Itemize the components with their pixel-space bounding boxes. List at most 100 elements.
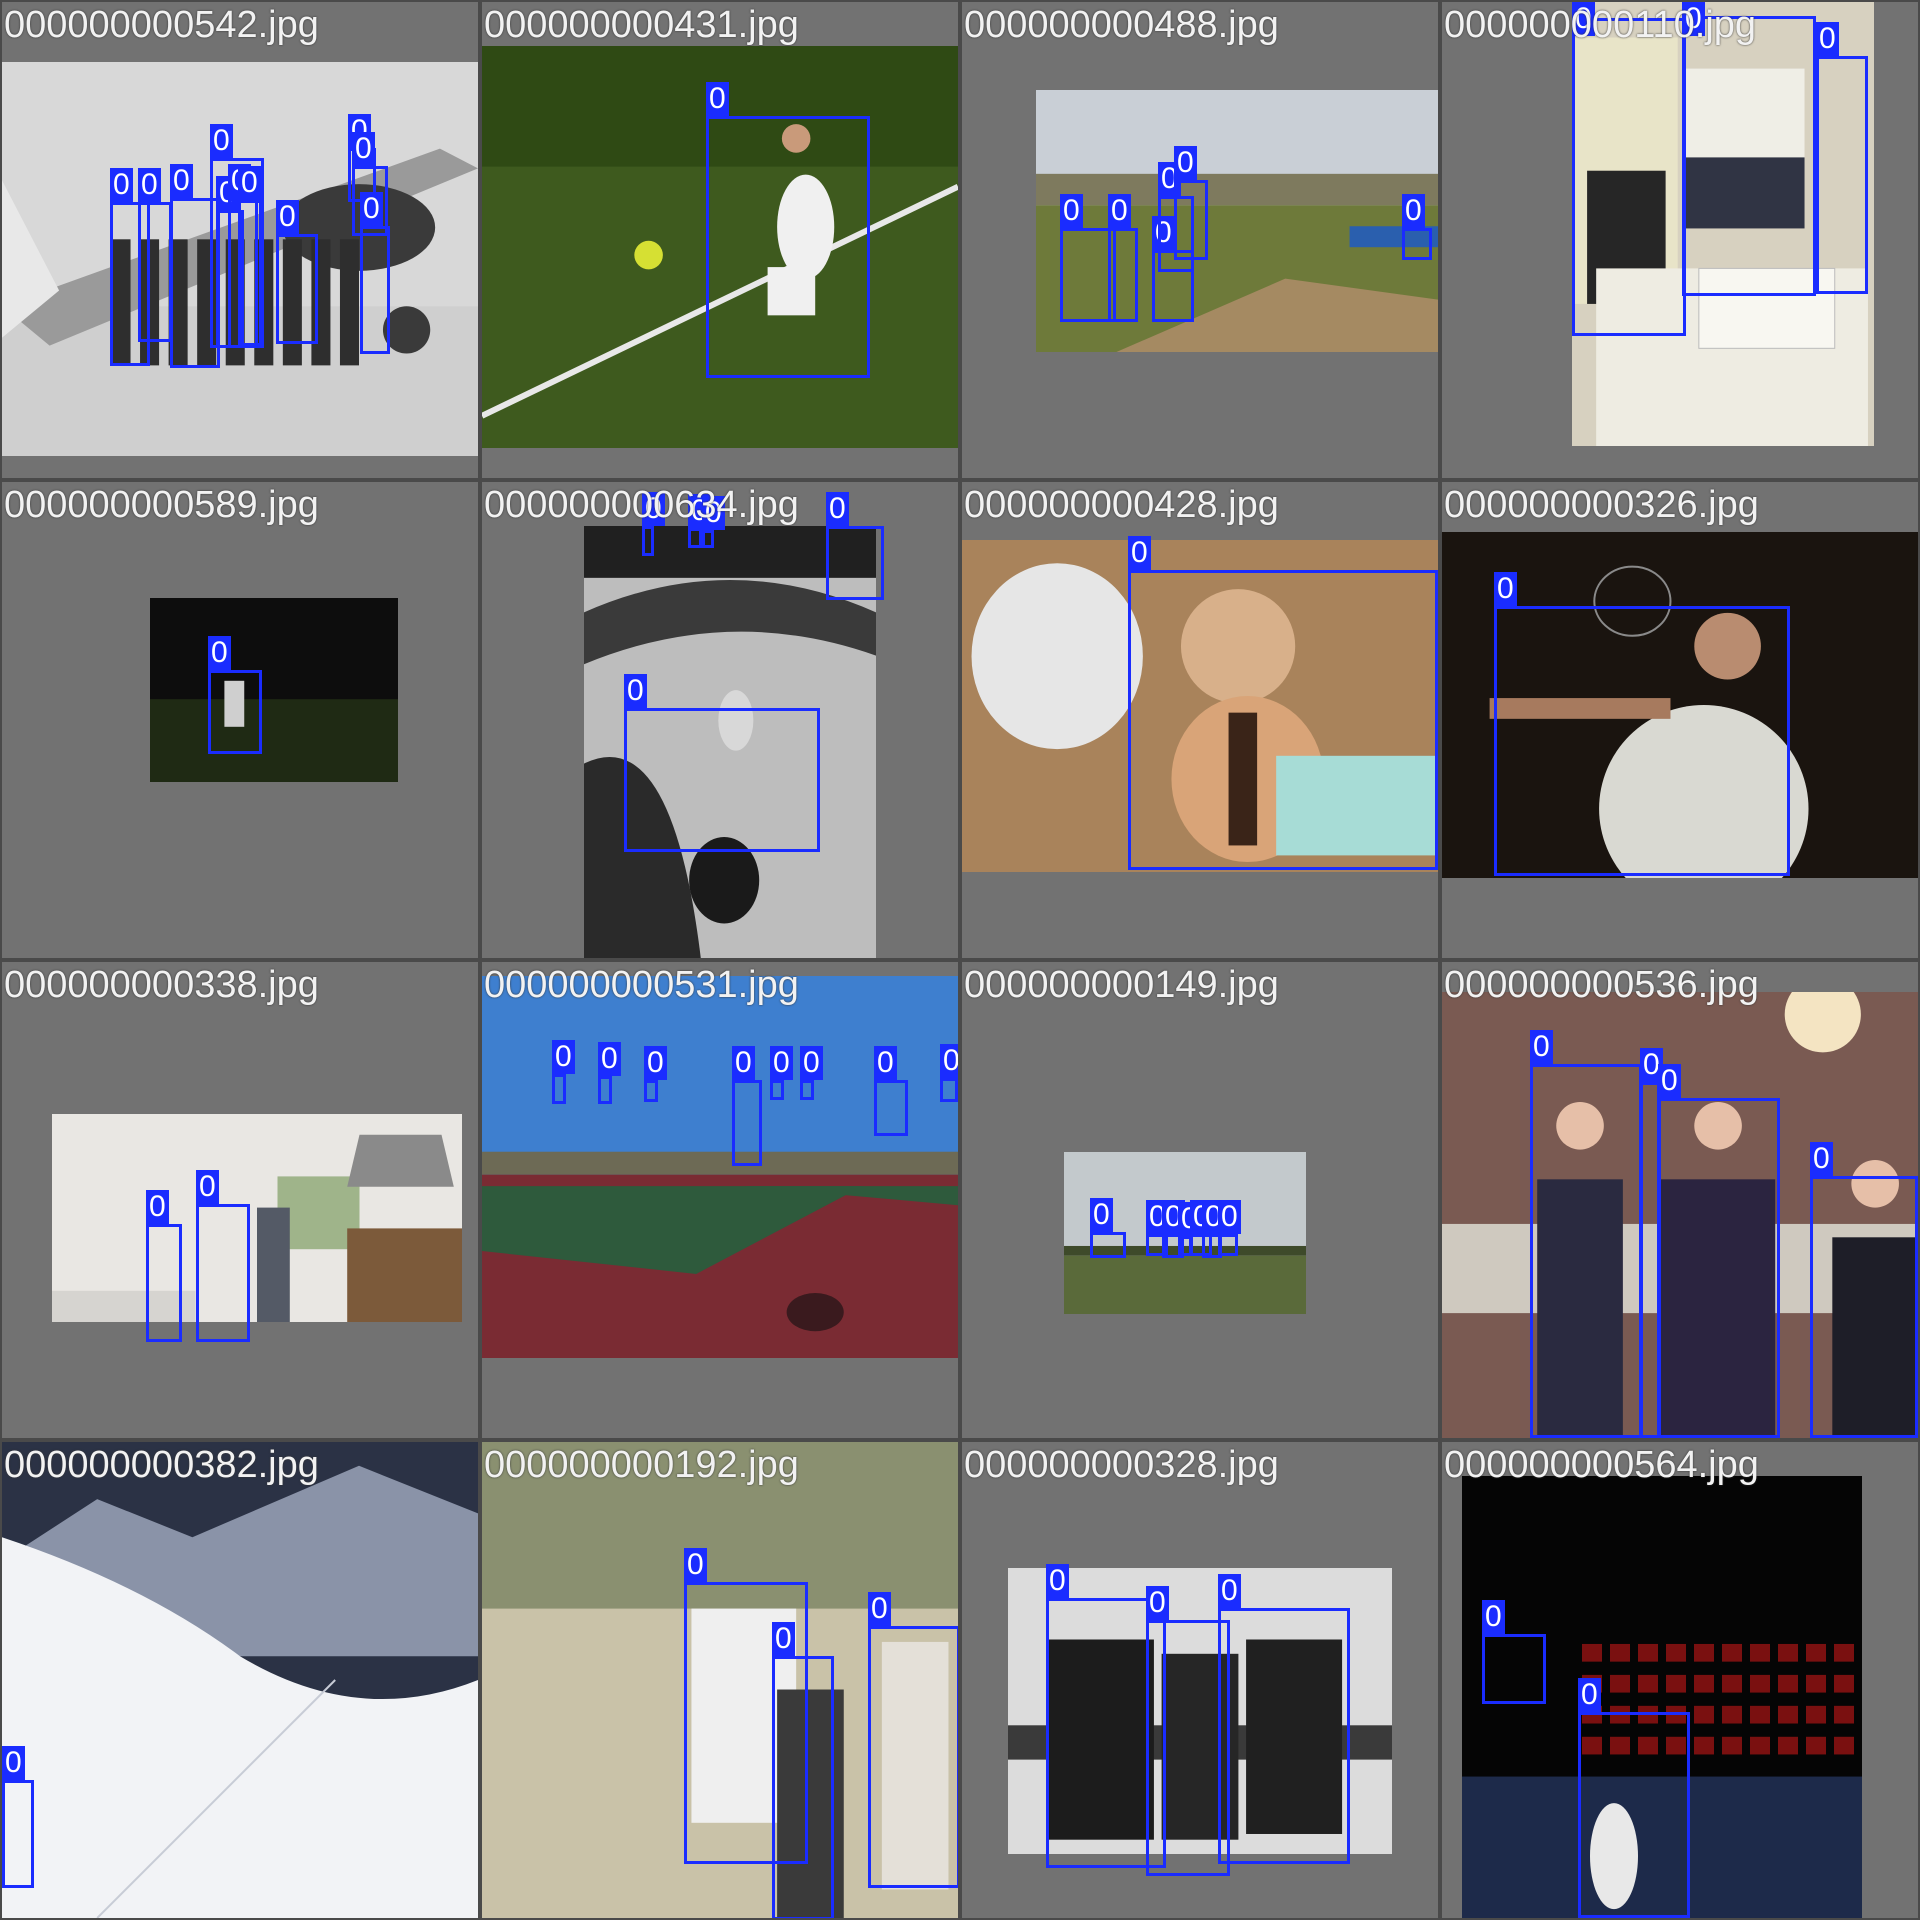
detection-label: 0 bbox=[352, 132, 375, 166]
detection-box bbox=[360, 226, 390, 354]
detection-box bbox=[352, 166, 388, 236]
tile-photo bbox=[150, 598, 398, 782]
detection-label: 0 bbox=[1816, 22, 1839, 56]
tile-filename: 000000000328.jpg bbox=[964, 1444, 1279, 1486]
detection-box bbox=[1218, 1608, 1350, 1864]
detection-box bbox=[1816, 56, 1868, 294]
mosaic-tile: 0 0 0 0 0 000000000634.jpg bbox=[482, 482, 958, 958]
detection-box bbox=[196, 1204, 250, 1342]
detection-box bbox=[772, 1656, 834, 1918]
tile-photo bbox=[1008, 1568, 1392, 1854]
detection-box bbox=[800, 1080, 814, 1100]
detection-label: 0 bbox=[1578, 1678, 1601, 1712]
detection-label: 0 bbox=[1218, 1200, 1241, 1234]
detection-label: 0 bbox=[1060, 194, 1083, 228]
tile-photo bbox=[1036, 90, 1438, 352]
tile-filename: 000000000149.jpg bbox=[964, 964, 1279, 1006]
detection-box bbox=[1108, 228, 1138, 322]
detection-box bbox=[826, 526, 884, 600]
detection-label: 0 bbox=[706, 82, 729, 116]
tile-photo bbox=[52, 1114, 462, 1322]
mosaic-tile: 0 000000000428.jpg bbox=[962, 482, 1438, 958]
detection-box bbox=[146, 1224, 182, 1342]
tile-filename: 000000000634.jpg bbox=[484, 484, 799, 526]
detection-label: 0 bbox=[684, 1548, 707, 1582]
detection-box bbox=[276, 234, 318, 344]
mosaic-tile: 0 0 0 0 0 0 0 0 000000000531.jpg bbox=[482, 962, 958, 1438]
tile-photo bbox=[2, 1442, 478, 1918]
detection-label: 0 bbox=[552, 1040, 575, 1074]
detection-label: 0 bbox=[210, 124, 233, 158]
detection-box bbox=[1482, 1634, 1546, 1704]
detection-box bbox=[1494, 606, 1790, 876]
detection-label: 0 bbox=[1218, 1574, 1241, 1608]
detection-box bbox=[874, 1080, 908, 1136]
tile-filename: 000000000564.jpg bbox=[1444, 1444, 1759, 1486]
detection-label: 0 bbox=[146, 1190, 169, 1224]
tile-filename: 000000000488.jpg bbox=[964, 4, 1279, 46]
tile-photo bbox=[482, 976, 958, 1358]
detection-box bbox=[138, 202, 172, 342]
detection-box bbox=[1060, 228, 1116, 322]
detection-label: 0 bbox=[1174, 146, 1197, 180]
tile-photo bbox=[1572, 2, 1874, 446]
mosaic-tile: 0 000000000431.jpg bbox=[482, 2, 958, 478]
detection-label: 0 bbox=[642, 492, 665, 526]
mosaic-tile: 0 0 000000000338.jpg bbox=[2, 962, 478, 1438]
detection-box bbox=[1640, 1082, 1660, 1438]
detection-box bbox=[684, 1582, 808, 1864]
detection-label: 0 bbox=[1572, 2, 1595, 36]
detection-box bbox=[238, 200, 262, 346]
detection-label: 0 bbox=[624, 674, 647, 708]
detection-label: 0 bbox=[1108, 194, 1131, 228]
detection-box bbox=[1162, 1234, 1184, 1258]
detection-label: 0 bbox=[208, 636, 231, 670]
detection-label: 0 bbox=[1682, 2, 1705, 36]
tile-filename: 000000000428.jpg bbox=[964, 484, 1279, 526]
detection-label: 0 bbox=[1402, 194, 1425, 228]
detection-label: 0 bbox=[110, 168, 133, 202]
detection-box bbox=[1146, 1620, 1230, 1876]
detection-box bbox=[1190, 1234, 1212, 1256]
detection-box bbox=[940, 1078, 958, 1102]
detection-box bbox=[1146, 1234, 1168, 1256]
detection-box bbox=[1152, 250, 1194, 322]
tile-photo bbox=[1462, 1476, 1862, 1918]
detection-box bbox=[1658, 1098, 1780, 1438]
detection-label: 0 bbox=[772, 1622, 795, 1656]
detection-box bbox=[1572, 18, 1686, 336]
detection-label: 0 bbox=[1810, 1142, 1833, 1176]
detection-label: 0 bbox=[1046, 1564, 1069, 1598]
detection-label: 0 bbox=[1640, 1048, 1663, 1082]
detection-box bbox=[624, 708, 820, 852]
detection-box bbox=[1218, 1234, 1238, 1256]
tile-filename: 000000000531.jpg bbox=[484, 964, 799, 1006]
detection-label: 0 bbox=[1482, 1600, 1505, 1634]
detection-label: 0 bbox=[2, 1746, 25, 1780]
detection-box bbox=[110, 202, 150, 366]
detection-box bbox=[868, 1626, 958, 1888]
detection-box bbox=[732, 1080, 762, 1166]
detection-label: 0 bbox=[196, 1170, 219, 1204]
detection-label: 0 bbox=[702, 496, 725, 530]
detection-label: 0 bbox=[1090, 1198, 1113, 1232]
detection-box bbox=[598, 1076, 612, 1104]
detection-box bbox=[1128, 570, 1438, 870]
detection-label: 0 bbox=[138, 168, 161, 202]
mosaic-tile: 0 0 000000000564.jpg bbox=[1442, 1442, 1918, 1918]
detection-box bbox=[644, 1080, 658, 1102]
detection-box bbox=[1530, 1064, 1642, 1438]
mosaic-tile: 0 0 0 0 0 0 000000000488.jpg bbox=[962, 2, 1438, 478]
tile-filename: 000000000192.jpg bbox=[484, 1444, 799, 1486]
mosaic-tile: 0 0 0 0 000000000536.jpg bbox=[1442, 962, 1918, 1438]
mosaic-tile: 0 000000000589.jpg bbox=[2, 482, 478, 958]
detection-label: 0 bbox=[1494, 572, 1517, 606]
detection-box bbox=[688, 528, 702, 548]
detection-box bbox=[1174, 180, 1208, 260]
detection-label: 0 bbox=[276, 200, 299, 234]
detection-label: 0 bbox=[1128, 536, 1151, 570]
detection-box bbox=[1090, 1232, 1126, 1258]
detection-box bbox=[1578, 1712, 1690, 1918]
detection-label: 0 bbox=[874, 1046, 897, 1080]
